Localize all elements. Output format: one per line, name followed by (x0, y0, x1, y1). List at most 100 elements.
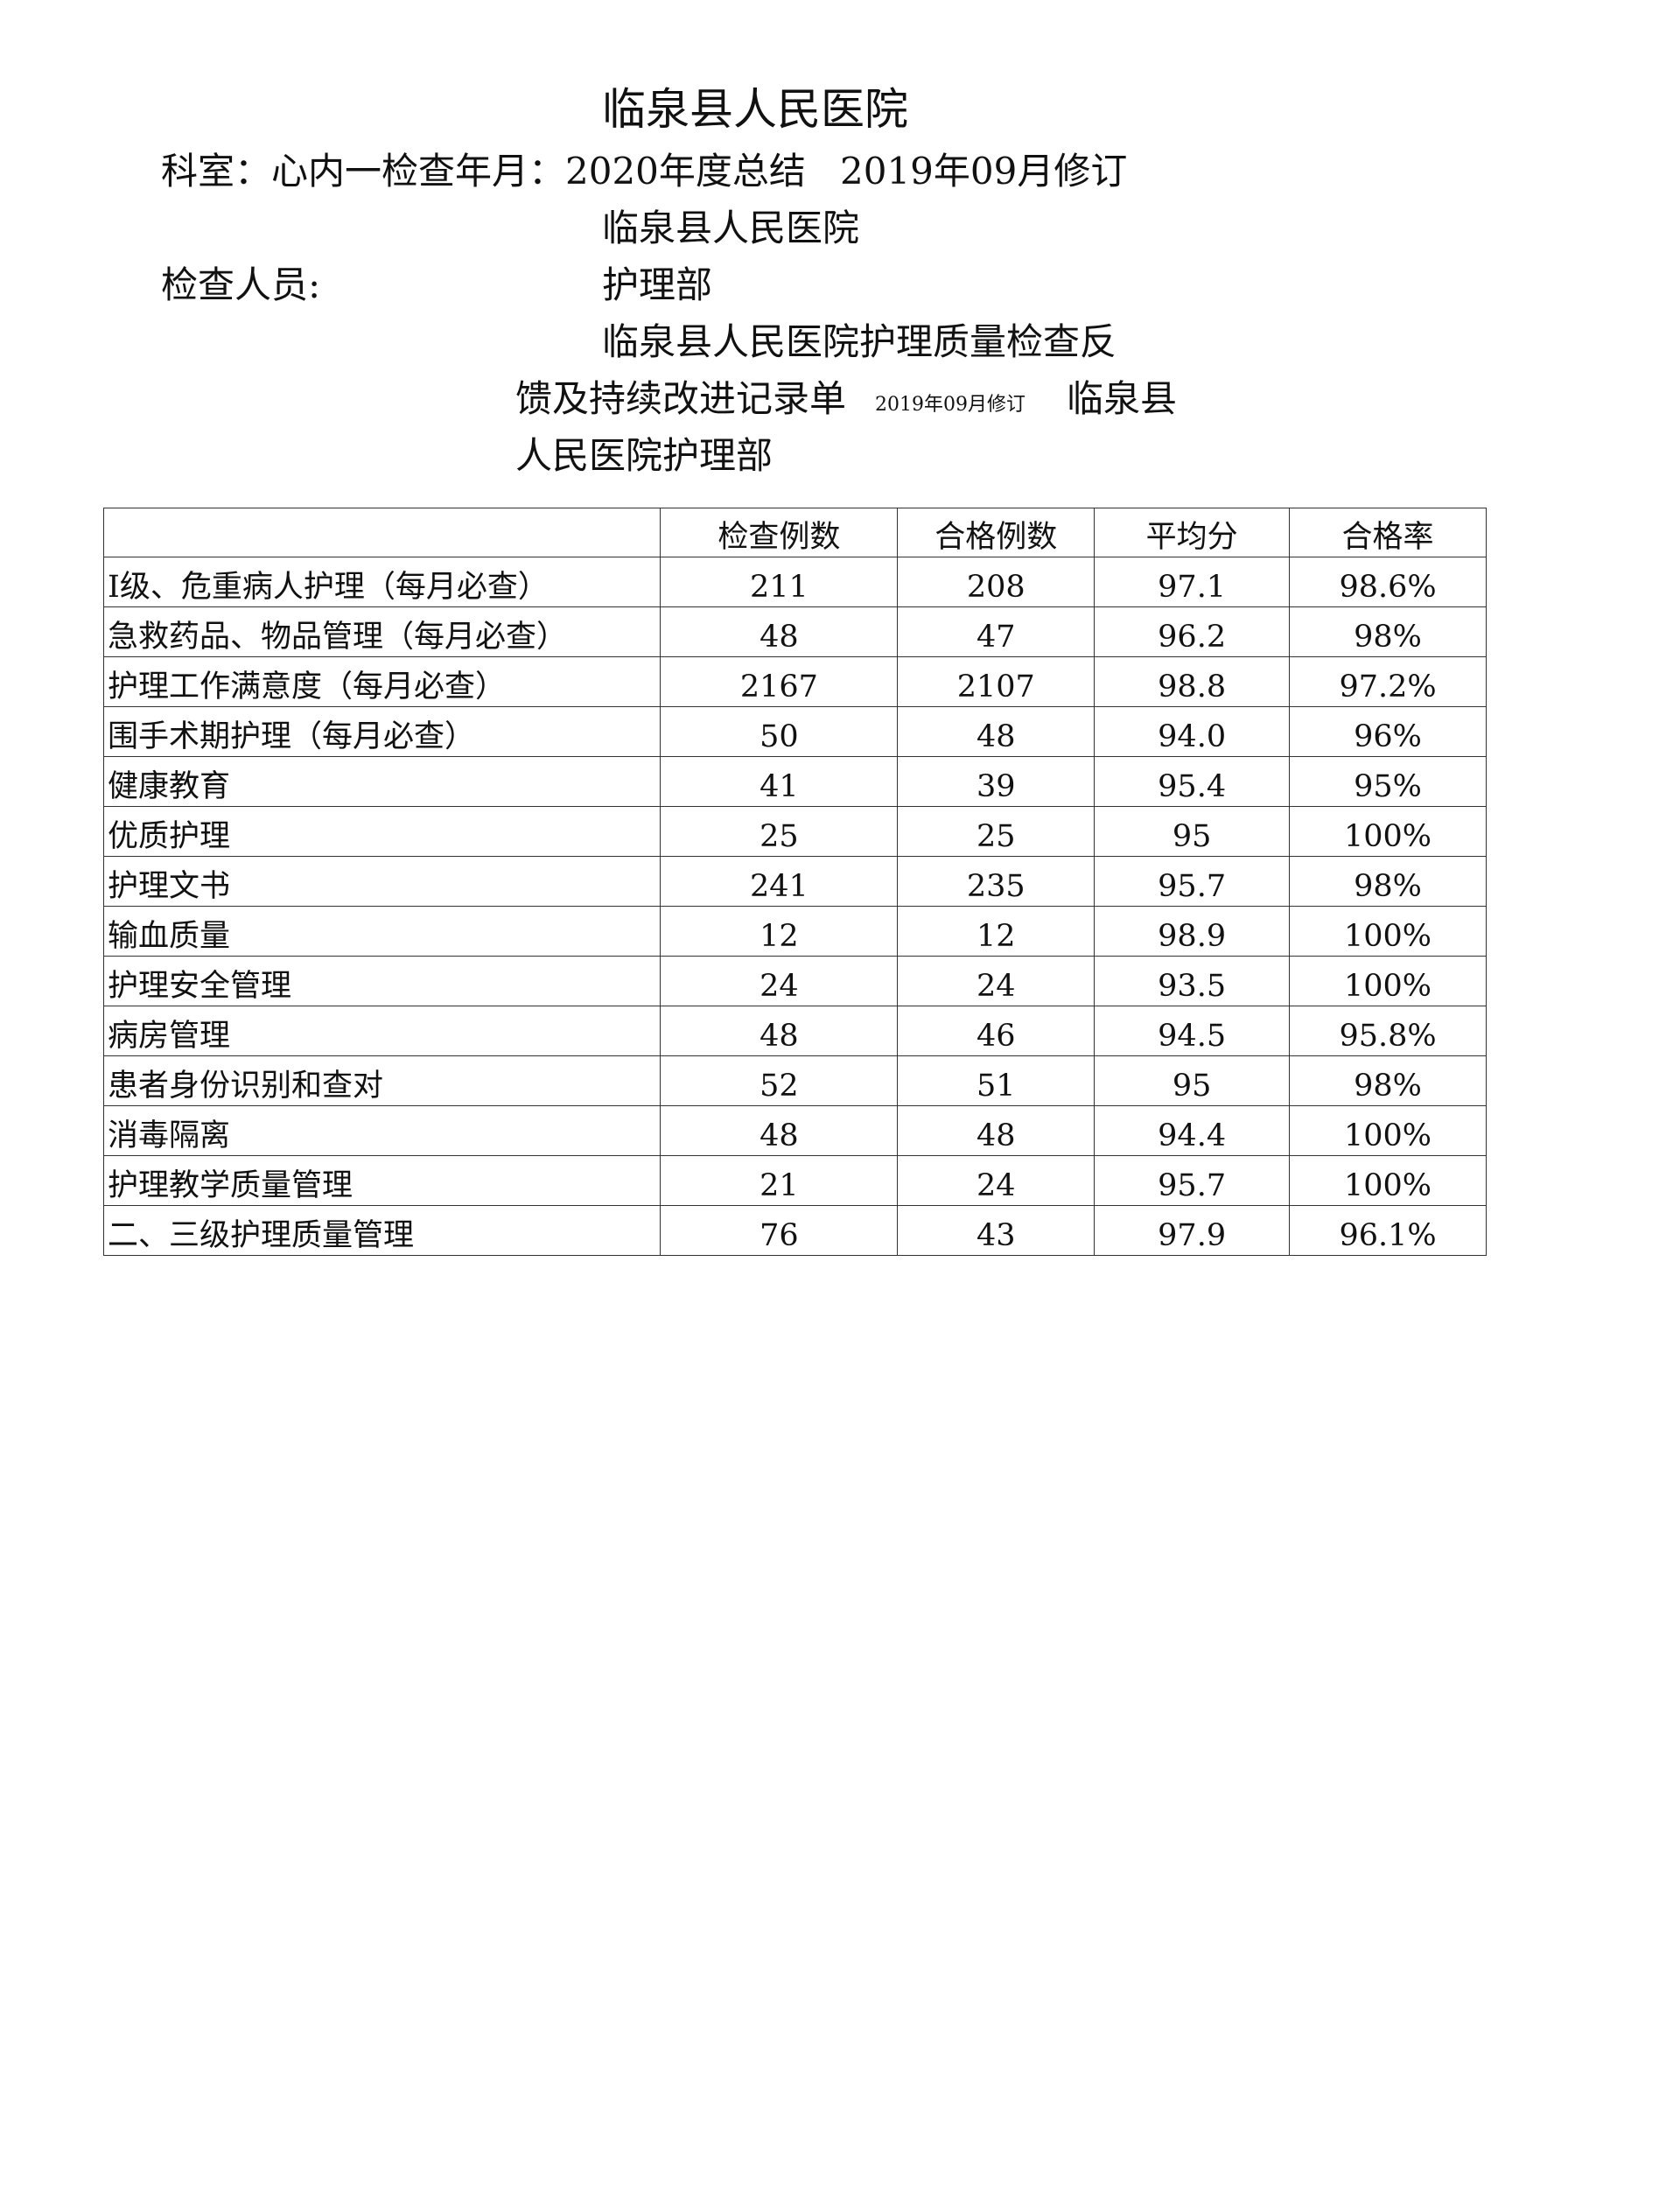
hospital-short: 临泉县 (1067, 377, 1178, 420)
value-cell: 48 (660, 606, 899, 657)
value-cell: 合格率 (1289, 508, 1487, 557)
value-cell: 96% (1289, 706, 1487, 757)
table-row: 消毒隔离 48 48 94.4 100% (102, 1105, 1487, 1156)
item-cell: 输血质量 (102, 906, 662, 957)
value-cell: 211 (660, 557, 899, 607)
value-cell: 235 (897, 856, 1096, 907)
department-line: 科室：心内一检查年月：2020年度总结 (161, 150, 806, 193)
value-cell: 94.4 (1094, 1105, 1291, 1156)
table-row: 病房管理 48 46 94.5 95.8% (102, 1006, 1487, 1056)
value-cell: 100% (1289, 906, 1487, 957)
item-cell: 消毒隔离 (102, 1105, 662, 1156)
value-cell: 21 (660, 1155, 899, 1206)
table-row: 护理教学质量管理 21 24 95.7 100% (102, 1155, 1487, 1206)
value-cell: 检查例数 (660, 508, 899, 557)
department-name: 护理部 (602, 263, 713, 306)
value-cell: 95 (1094, 806, 1291, 857)
value-cell: 52 (660, 1055, 899, 1106)
table-row: 围手术期护理（每月必查） 50 48 94.0 96% (102, 706, 1487, 757)
value-cell: 95.7 (1094, 856, 1291, 907)
value-cell: 48 (897, 706, 1096, 757)
value-cell: 2107 (897, 656, 1096, 707)
value-cell: 208 (897, 557, 1096, 607)
item-cell: 病房管理 (102, 1006, 662, 1056)
item-cell: I级、危重病人护理（每月必查） (102, 557, 662, 607)
value-cell: 48 (660, 1105, 899, 1156)
value-cell: 24 (897, 1155, 1096, 1206)
value-cell: 48 (897, 1105, 1096, 1156)
value-cell: 97.9 (1094, 1205, 1291, 1256)
value-cell: 241 (660, 856, 899, 907)
table-row: 健康教育 41 39 95.4 95% (102, 756, 1487, 807)
value-cell: 93.5 (1094, 956, 1291, 1006)
value-cell: 25 (897, 806, 1096, 857)
table-row: 二、三级护理质量管理 76 43 97.9 96.1% (102, 1205, 1487, 1256)
value-cell: 24 (660, 956, 899, 1006)
form-title-line-3: 人民医院护理部 (515, 434, 774, 477)
value-cell: 12 (660, 906, 899, 957)
value-cell: 合格例数 (897, 508, 1096, 557)
inspector-label: 检查人员: (161, 263, 321, 306)
value-cell: 95.8% (1289, 1006, 1487, 1056)
value-cell: 98% (1289, 856, 1487, 907)
item-cell: 患者身份识别和查对 (102, 1055, 662, 1106)
value-cell: 100% (1289, 1155, 1487, 1206)
value-cell: 2167 (660, 656, 899, 707)
hospital-name: 临泉县人民医院 (602, 207, 860, 249)
value-cell: 39 (897, 756, 1096, 807)
value-cell: 95 (1094, 1055, 1291, 1106)
value-cell: 46 (897, 1006, 1096, 1056)
value-cell: 94.0 (1094, 706, 1291, 757)
item-cell: 护理工作满意度（每月必查） (102, 656, 662, 707)
item-cell: 二、三级护理质量管理 (102, 1205, 662, 1256)
value-cell: 48 (660, 1006, 899, 1056)
value-cell: 12 (897, 906, 1096, 957)
revision-note: 2019年09月修订 (840, 150, 1128, 193)
value-cell: 50 (660, 706, 899, 757)
table-row: 护理工作满意度（每月必查） 2167 2107 98.8 97.2% (102, 656, 1487, 707)
value-cell: 43 (897, 1205, 1096, 1256)
value-cell: 98.8 (1094, 656, 1291, 707)
revision-small: 2019年09月修订 (875, 394, 1026, 416)
value-cell: 76 (660, 1205, 899, 1256)
value-cell: 97.1 (1094, 557, 1291, 607)
value-cell: 100% (1289, 806, 1487, 857)
table-row: 输血质量 12 12 98.9 100% (102, 906, 1487, 957)
item-cell: 护理教学质量管理 (102, 1155, 662, 1206)
value-cell: 97.2% (1289, 656, 1487, 707)
item-cell: 护理文书 (102, 856, 662, 907)
table-row: 护理文书 241 235 95.7 98% (102, 856, 1487, 907)
hospital-title: 临泉县人民医院 (602, 84, 908, 135)
item-cell (102, 508, 662, 557)
value-cell: 47 (897, 606, 1096, 657)
value-cell: 98.6% (1289, 557, 1487, 607)
value-cell: 96.2 (1094, 606, 1291, 657)
item-cell: 围手术期护理（每月必查） (102, 706, 662, 757)
table-row: 护理安全管理 24 24 93.5 100% (102, 956, 1487, 1006)
value-cell: 98.9 (1094, 906, 1291, 957)
table-row: I级、危重病人护理（每月必查） 211 208 97.1 98.6% (102, 557, 1487, 607)
table-header-row: 检查例数 合格例数 平均分 合格率 (102, 508, 1487, 557)
inspection-table: 检查例数 合格例数 平均分 合格率 I级、危重病人护理（每月必查） 211 208 97.1 9… (102, 508, 1487, 1256)
table-row: 急救药品、物品管理（每月必查） 48 47 96.2 98% (102, 606, 1487, 657)
value-cell: 100% (1289, 1105, 1487, 1156)
value-cell: 24 (897, 956, 1096, 1006)
item-cell: 健康教育 (102, 756, 662, 807)
value-cell: 95.7 (1094, 1155, 1291, 1206)
table-row: 患者身份识别和查对 52 51 95 98% (102, 1055, 1487, 1106)
value-cell: 25 (660, 806, 899, 857)
form-title-line-1: 临泉县人民医院护理质量检查反 (602, 320, 1117, 363)
table-row: 优质护理 25 25 95 100% (102, 806, 1487, 857)
item-cell: 优质护理 (102, 806, 662, 857)
value-cell: 41 (660, 756, 899, 807)
value-cell: 98% (1289, 1055, 1487, 1106)
value-cell: 平均分 (1094, 508, 1291, 557)
form-title-line-2: 馈及持续改进记录单 (515, 377, 847, 420)
value-cell: 95% (1289, 756, 1487, 807)
item-cell: 护理安全管理 (102, 956, 662, 1006)
item-cell: 急救药品、物品管理（每月必查） (102, 606, 662, 657)
value-cell: 98% (1289, 606, 1487, 657)
value-cell: 51 (897, 1055, 1096, 1106)
value-cell: 96.1% (1289, 1205, 1487, 1256)
